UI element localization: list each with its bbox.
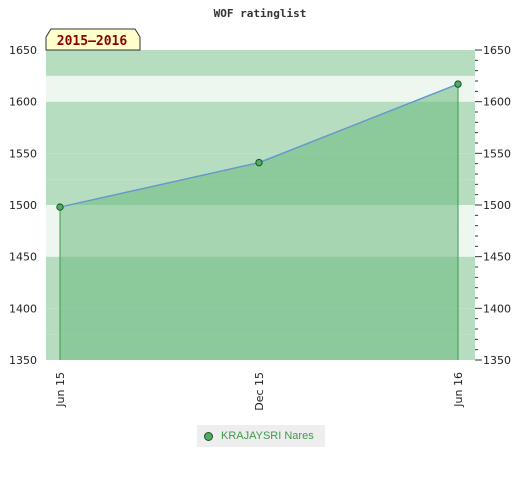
season-label: 2015–2016 [57,34,128,49]
y-tick-label-left: 1400 [9,302,37,315]
background-band [46,50,475,76]
y-tick-label-left: 1350 [9,354,37,367]
y-tick-label-right: 1400 [483,302,511,315]
season-badge-box [45,28,141,51]
data-point [56,203,64,211]
season-badge: 2015–2016 [45,28,141,51]
legend: KRAJAYSRI Nares [197,425,325,447]
x-axis: Jun 15 Dec 15 Jun 16 [54,372,465,411]
y-axis-right: 1350 1400 1450 1500 1550 1600 1650 [475,44,511,367]
y-tick-label-right: 1500 [483,199,511,212]
legend-label: KRAJAYSRI Nares [221,430,314,442]
data-point [454,80,462,88]
legend-marker-icon [204,431,213,441]
y-tick-label-left: 1550 [9,147,37,160]
y-tick-label-left: 1450 [9,251,37,264]
area-layer [56,80,462,360]
series-area [60,84,458,360]
y-tick-label-right: 1650 [483,44,511,57]
y-tick-label-right: 1350 [483,354,511,367]
y-tick-label-right: 1550 [483,147,511,160]
chart-title: WOF ratinglist [214,7,307,20]
background-band [46,75,475,102]
x-tick-label: Jun 15 [54,372,67,408]
y-tick-label-left: 1650 [9,44,37,57]
x-tick-label: Dec 15 [253,372,266,411]
y-tick-label-left: 1600 [9,96,37,109]
y-axis-left: 1350 1400 1450 1500 1550 1600 1650 [9,44,37,367]
y-tick-label-right: 1600 [483,96,511,109]
y-tick-label-right: 1450 [483,251,511,264]
data-point [255,158,263,167]
y-tick-label-left: 1500 [9,199,37,212]
x-tick-label: Jun 16 [452,372,465,408]
